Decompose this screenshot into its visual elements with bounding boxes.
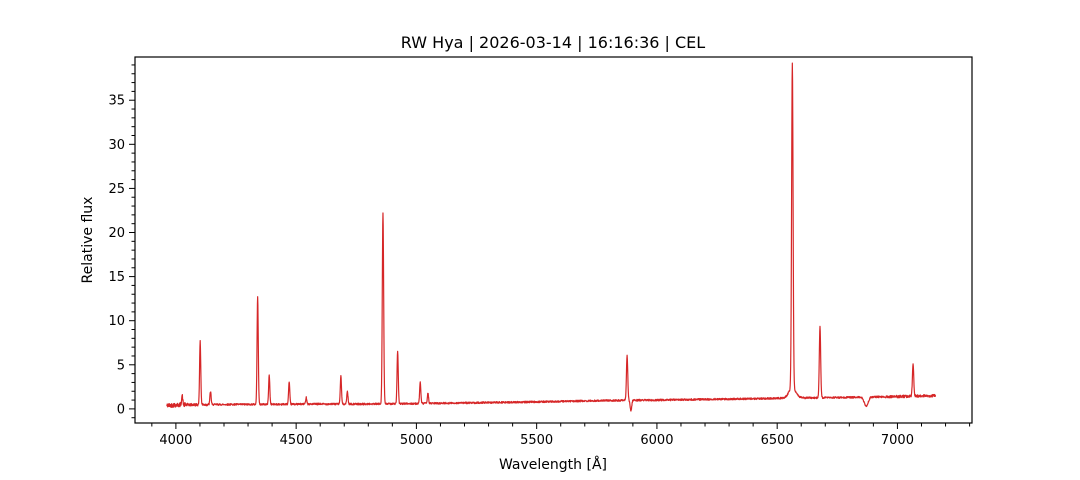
y-tick-label: 5	[117, 358, 125, 373]
y-tick-label: 20	[108, 226, 125, 241]
x-tick-label: 6000	[640, 433, 673, 448]
y-tick-label: 30	[108, 138, 125, 153]
x-tick-label: 4500	[280, 433, 313, 448]
x-tick-label: 5500	[520, 433, 553, 448]
x-tick-label: 7000	[881, 433, 914, 448]
y-axis-label: Relative flux	[80, 197, 96, 284]
y-tick-label: 15	[108, 270, 125, 285]
chart-title: RW Hya | 2026-03-14 | 16:16:36 | CEL	[401, 33, 705, 52]
plot-generated-content: 4000 4500 5000 5500 6000 6500 7000 0 5 10 15 20 25 30…	[108, 56, 973, 448]
y-tick-label: 35	[108, 94, 125, 109]
spectrum-line	[166, 62, 937, 412]
y-tick-label: 25	[108, 182, 125, 197]
y-tick-label: 0	[117, 402, 125, 417]
x-tick-label: 6500	[761, 433, 794, 448]
y-tick-label: 10	[108, 314, 125, 329]
axes-spines	[134, 56, 973, 424]
x-axis-label: Wavelength [Å]	[499, 456, 607, 473]
x-tick-label: 5000	[400, 433, 433, 448]
x-tick-label: 4000	[159, 433, 192, 448]
